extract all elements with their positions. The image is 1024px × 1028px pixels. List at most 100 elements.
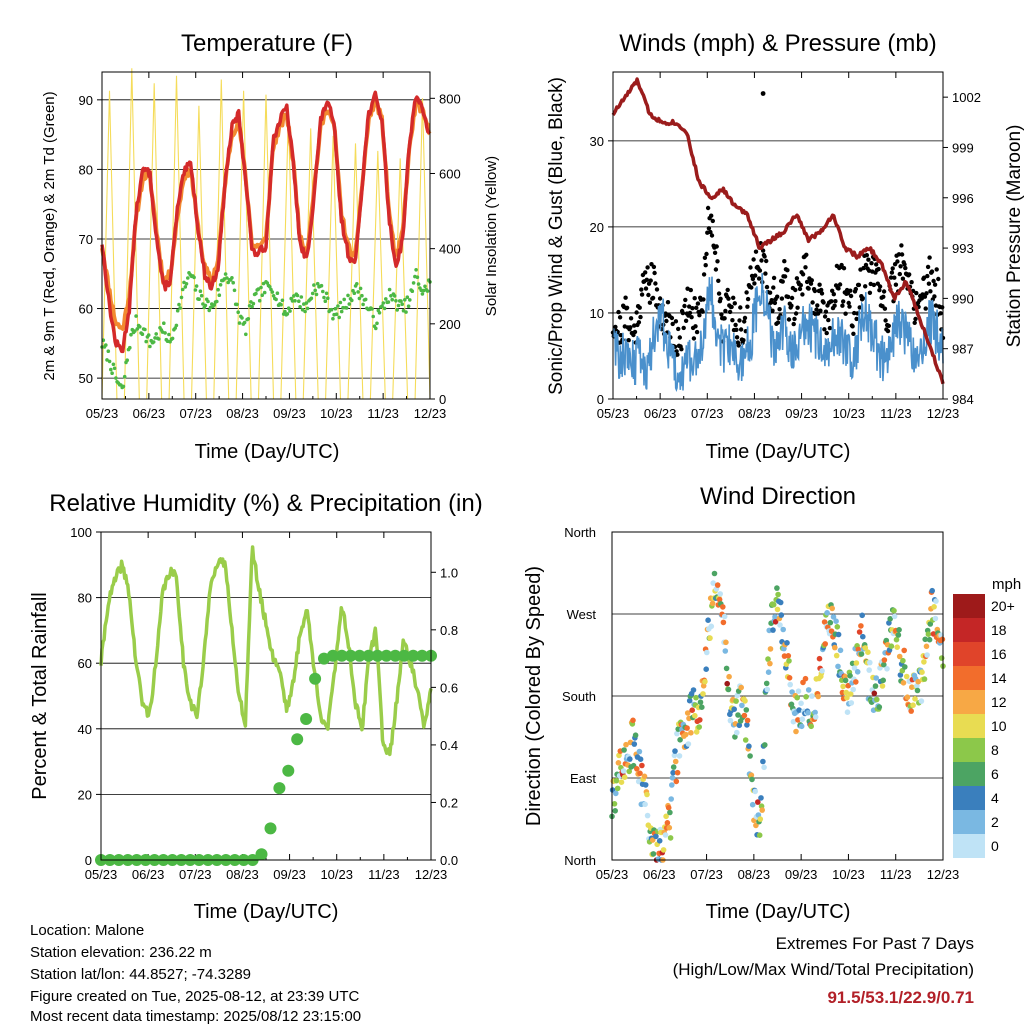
dewpoint-point — [104, 343, 108, 347]
dewpoint-point — [106, 349, 111, 354]
gust-point — [866, 257, 871, 262]
direction-point — [796, 707, 802, 713]
direction-point — [716, 596, 723, 603]
legend-swatch — [953, 666, 985, 690]
direction-point — [900, 657, 906, 664]
direction-point — [611, 801, 618, 807]
direction-point — [775, 591, 781, 598]
dewpoint-point — [170, 336, 175, 341]
gust-point — [785, 268, 790, 273]
gust-point — [718, 296, 723, 301]
dewpoint-point — [285, 312, 290, 316]
legend-label: 14 — [991, 670, 1007, 686]
dewpoint-point — [203, 303, 208, 308]
direction-point — [805, 709, 811, 716]
dewpoint-point — [395, 308, 400, 312]
direction-point — [918, 698, 925, 704]
gust-point — [769, 298, 774, 303]
gust-point — [899, 252, 905, 257]
wdir-x-axis-label: Time (Day/UTC) — [706, 901, 851, 923]
gust-point — [793, 311, 799, 316]
gust-point — [786, 317, 792, 322]
direction-point — [858, 651, 865, 657]
temperature-plot-area: 05/23 06/23 07/23 08/23 09/23 10/23 11/23 12/23… — [79, 68, 461, 421]
direction-point — [879, 683, 886, 689]
dewpoint-point — [251, 301, 256, 306]
y-tick-label: 50 — [79, 371, 93, 386]
extremes-values: 91.5/53.1/22.9/0.71 — [827, 988, 974, 1007]
gust-point — [890, 266, 895, 271]
direction-point — [615, 760, 622, 766]
gust-point — [780, 279, 785, 284]
dewpoint-point — [324, 291, 329, 296]
direction-point — [677, 737, 683, 743]
y-right-tick-label: 400 — [439, 242, 461, 257]
precip-point — [300, 713, 313, 725]
gust-point — [727, 309, 733, 315]
gust-point — [652, 270, 657, 276]
gust-point — [637, 305, 642, 310]
gust-point — [737, 318, 742, 323]
gust-point — [809, 278, 814, 283]
direction-point — [859, 612, 865, 619]
direction-point — [805, 687, 812, 693]
y-right-tick-label: 0.4 — [440, 738, 458, 753]
direction-point — [636, 748, 643, 755]
gust-point — [719, 312, 724, 317]
direction-point — [723, 639, 729, 646]
direction-point — [705, 617, 711, 623]
direction-point — [778, 612, 785, 618]
gust-point — [650, 295, 656, 301]
gust-point — [693, 324, 698, 329]
dewpoint-point — [394, 299, 398, 303]
gust-point — [706, 226, 712, 231]
x-tick-label: 12/23 — [927, 406, 960, 421]
direction-point — [914, 687, 921, 694]
y-tick-label: 10 — [590, 306, 604, 321]
dewpoint-point — [154, 332, 158, 336]
gust-point — [839, 262, 844, 268]
dewpoint-point — [148, 344, 152, 349]
gust-point — [789, 303, 794, 308]
y-tick-label: 0 — [85, 853, 92, 868]
direction-point — [894, 644, 900, 650]
gust-point — [745, 296, 751, 302]
info-recent: Most recent data timestamp: 2025/08/12 2… — [30, 1008, 362, 1025]
direction-point — [939, 636, 946, 643]
gust-point — [869, 261, 874, 266]
info-location: Location: Malone — [30, 922, 145, 939]
dewpoint-point — [230, 276, 234, 280]
direction-point — [762, 742, 768, 748]
gust-point — [675, 352, 680, 357]
direction-point — [642, 801, 648, 808]
dewpoint-point — [259, 285, 263, 290]
legend-swatch — [953, 786, 985, 810]
direction-point — [708, 623, 715, 630]
dewpoint-point — [175, 308, 180, 313]
dewpoint-point — [250, 304, 254, 309]
direction-point — [747, 753, 753, 759]
gust-point — [938, 311, 943, 316]
dewpoint-point — [333, 306, 338, 311]
dewpoint-point — [355, 282, 359, 286]
gust-point — [647, 300, 653, 305]
gust-point — [877, 288, 882, 293]
gust-point — [797, 286, 803, 292]
temperature-frame — [101, 71, 431, 400]
direction-point — [639, 762, 645, 769]
gust-point — [800, 272, 806, 277]
gust-point — [725, 287, 730, 293]
direction-point — [767, 660, 773, 667]
direction-point — [854, 669, 861, 675]
direction-point — [620, 768, 627, 774]
direction-point — [891, 607, 897, 614]
direction-point — [688, 730, 694, 736]
gust-point — [895, 259, 900, 264]
direction-point — [742, 698, 748, 704]
gust-point — [764, 284, 770, 290]
direction-point — [856, 629, 863, 635]
gust-point — [881, 289, 887, 294]
gust-point — [676, 326, 681, 332]
dewpoint-point — [138, 325, 142, 329]
direction-point — [888, 643, 895, 649]
